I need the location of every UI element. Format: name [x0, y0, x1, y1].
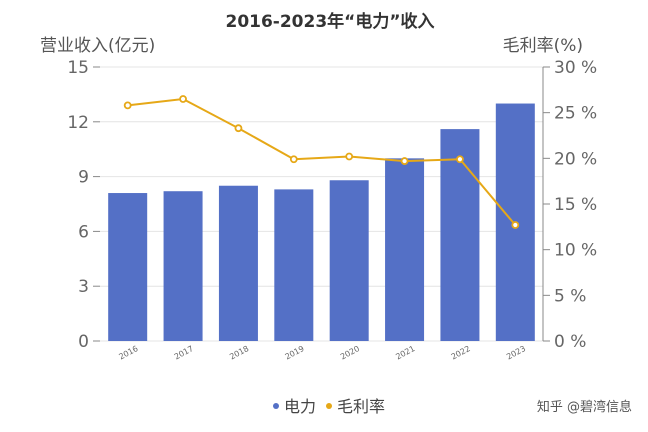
- right-tick-label: 25 %: [554, 104, 597, 124]
- x-tick-label: 2018: [228, 344, 250, 362]
- x-tick-label: 2022: [450, 344, 472, 362]
- line-point: [123, 101, 132, 110]
- bar: [385, 158, 425, 341]
- line-point: [400, 157, 409, 165]
- watermark-text: 知乎 @碧湾信息: [537, 399, 632, 415]
- bar: [329, 180, 369, 341]
- left-axis: 0 3 6 9 12 15: [67, 58, 100, 352]
- right-tick-label: 0 %: [554, 332, 586, 352]
- left-axis-title: 营业收入(亿元): [40, 36, 155, 56]
- left-tick-label: 3: [78, 277, 89, 297]
- bar: [108, 193, 148, 341]
- right-axis: 0 % 5 % 10 % 15 % 20 % 25 % 30 %: [542, 58, 597, 352]
- legend-bar-label: 电力: [284, 397, 316, 416]
- line-point: [511, 221, 520, 229]
- bar: [163, 191, 203, 341]
- right-axis-title: 毛利率(%): [503, 36, 583, 56]
- x-tick-label: 2016: [117, 344, 139, 362]
- bar: [218, 185, 258, 341]
- legend-bar-marker: [273, 403, 279, 409]
- legend-line-marker: [326, 403, 332, 409]
- line-series: [123, 95, 520, 229]
- line-point: [456, 155, 464, 164]
- x-tick-label: 2023: [505, 344, 527, 362]
- x-axis: 2016 2017 2018 2019 2020 2021 2022 2023: [117, 344, 527, 362]
- line-point: [345, 152, 354, 161]
- right-tick-label: 15 %: [554, 195, 597, 215]
- chart-title: 2016-2023年“电力”收入: [225, 11, 434, 32]
- bar-series: [108, 103, 535, 342]
- right-tick-label: 10 %: [554, 241, 597, 261]
- x-tick-label: 2021: [394, 344, 416, 362]
- left-tick-label: 0: [78, 332, 89, 352]
- legend: 电力 毛利率: [273, 397, 385, 416]
- right-tick-label: 30 %: [554, 58, 597, 78]
- x-tick-label: 2019: [284, 344, 306, 362]
- line-path: [127, 97, 517, 226]
- right-tick-label: 20 %: [554, 149, 597, 169]
- left-tick-label: 12: [67, 113, 89, 133]
- left-tick-label: 6: [78, 222, 89, 242]
- line-point: [289, 155, 298, 164]
- x-tick-label: 2020: [339, 344, 361, 362]
- bar: [440, 129, 480, 341]
- x-tick-label: 2017: [173, 344, 195, 362]
- left-tick-label: 15: [67, 58, 89, 78]
- line-point: [234, 124, 243, 133]
- bar: [274, 189, 314, 341]
- legend-line-label: 毛利率: [337, 397, 385, 416]
- left-tick-label: 9: [78, 168, 89, 188]
- right-tick-label: 5 %: [554, 286, 586, 306]
- line-point: [179, 95, 187, 103]
